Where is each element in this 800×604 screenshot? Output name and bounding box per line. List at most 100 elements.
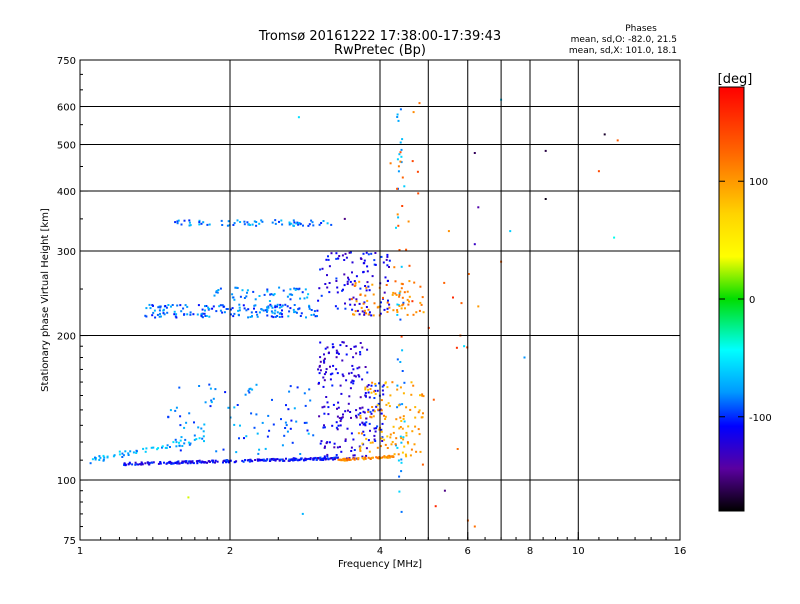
data-point <box>267 305 270 308</box>
data-point <box>243 297 246 299</box>
data-point <box>332 457 335 460</box>
data-point <box>378 456 381 458</box>
data-point <box>366 270 369 273</box>
data-point <box>374 382 377 385</box>
data-point <box>397 459 400 462</box>
data-point <box>98 459 101 461</box>
data-point <box>221 224 224 226</box>
data-point <box>398 305 401 307</box>
data-point <box>363 259 366 262</box>
data-point <box>159 305 162 308</box>
data-point <box>178 441 180 444</box>
data-point <box>399 290 402 293</box>
data-point <box>335 252 338 255</box>
data-point <box>175 313 178 316</box>
data-point <box>124 464 127 467</box>
data-point <box>396 406 399 409</box>
data-point <box>188 412 191 415</box>
data-point <box>145 315 148 318</box>
data-point <box>180 310 183 313</box>
data-point <box>243 223 246 226</box>
data-point <box>321 267 324 270</box>
data-point <box>332 364 335 367</box>
data-point <box>374 384 377 387</box>
data-point <box>222 305 225 308</box>
data-point <box>352 438 355 441</box>
data-point <box>258 448 261 451</box>
data-point <box>361 378 364 381</box>
data-point <box>131 463 134 466</box>
data-point <box>274 219 277 222</box>
data-point <box>295 222 298 225</box>
data-point <box>323 455 326 458</box>
data-point <box>227 220 230 223</box>
data-point <box>412 313 415 316</box>
data-point <box>306 296 309 299</box>
data-point <box>214 388 217 391</box>
colorbar-tick-label: -100 <box>749 413 772 424</box>
data-point <box>400 470 403 473</box>
data-point <box>323 426 326 429</box>
data-point <box>342 288 344 291</box>
data-point <box>148 303 151 306</box>
data-point <box>381 422 384 425</box>
data-point <box>178 386 181 389</box>
data-point <box>255 383 258 386</box>
phases-title: Phases <box>625 24 657 34</box>
data-point <box>270 310 273 313</box>
data-point <box>181 445 184 447</box>
data-point <box>112 455 115 458</box>
data-point <box>411 430 414 433</box>
data-point <box>414 425 417 428</box>
data-point <box>375 405 378 408</box>
data-point <box>396 311 399 313</box>
phases-o-stats: mean, sd,O: -82.0, 21.5 <box>571 35 677 45</box>
data-point <box>193 421 195 424</box>
data-point <box>170 462 173 465</box>
data-point <box>300 458 303 461</box>
data-point <box>456 448 459 450</box>
data-point <box>346 280 349 283</box>
data-point <box>339 384 342 387</box>
data-point <box>337 406 340 409</box>
data-point <box>305 316 307 319</box>
data-point <box>333 458 336 461</box>
data-point <box>319 458 322 461</box>
data-point <box>344 302 346 305</box>
data-point <box>387 299 389 302</box>
data-point <box>256 313 259 316</box>
data-point <box>236 219 239 222</box>
data-point <box>353 303 356 306</box>
x-axis-label: Frequency [MHz] <box>338 559 422 570</box>
data-point <box>324 283 327 285</box>
data-point <box>348 395 351 398</box>
data-point <box>393 266 396 269</box>
data-point <box>287 315 290 318</box>
data-point <box>153 309 156 312</box>
data-point <box>226 460 229 463</box>
data-point <box>231 293 234 296</box>
data-point <box>281 304 284 307</box>
data-point <box>307 293 310 296</box>
data-point <box>284 427 287 429</box>
data-point <box>389 436 392 439</box>
data-point <box>363 422 366 425</box>
data-point <box>144 462 147 465</box>
data-point <box>400 307 403 310</box>
data-point <box>134 463 137 466</box>
data-point <box>293 304 296 306</box>
data-point <box>405 431 408 434</box>
data-point <box>370 384 373 387</box>
data-point <box>509 230 512 233</box>
data-point <box>204 305 206 308</box>
data-point <box>323 457 326 460</box>
data-point <box>391 293 394 296</box>
data-point <box>318 223 321 226</box>
data-point <box>410 381 413 384</box>
data-point <box>178 444 181 447</box>
data-point <box>253 426 256 429</box>
y-tick-label: 300 <box>57 247 76 258</box>
data-point <box>248 459 251 462</box>
data-point <box>383 438 386 441</box>
data-point <box>255 311 258 313</box>
